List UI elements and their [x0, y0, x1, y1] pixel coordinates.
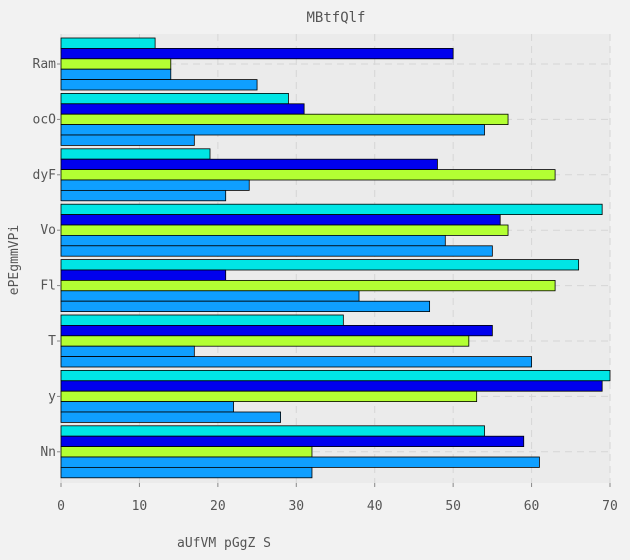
bar-Nn-2 — [60, 435, 525, 448]
y-axis-label: ePEgmmVPi — [7, 225, 22, 295]
bar-Vo-2 — [60, 214, 501, 226]
x-tick-label: 40 — [367, 499, 383, 514]
x-tick-label: 60 — [524, 499, 540, 514]
x-axis-label: aUfVM pGgZ S — [177, 536, 271, 551]
bar-ocO-5 — [60, 134, 195, 146]
bar-T-5 — [60, 356, 532, 368]
x-tick-label: 10 — [132, 499, 148, 514]
bar-Fl-5 — [60, 300, 431, 313]
bar-y-4 — [60, 401, 234, 413]
y-tick-label: Ram — [33, 57, 57, 72]
x-tick-label: 30 — [288, 499, 304, 514]
bar-T-3 — [60, 335, 470, 347]
bar-Ram-4 — [60, 68, 172, 80]
bar-dyF-4 — [60, 179, 250, 191]
bar-Nn-5 — [60, 466, 313, 479]
bar-dyF-2 — [60, 158, 438, 170]
bar-Ram-2 — [60, 48, 454, 60]
x-tick-label: 20 — [210, 499, 226, 514]
bar-dyF-1 — [60, 148, 211, 160]
y-tick-label: dyF — [33, 168, 57, 183]
bar-Vo-4 — [60, 234, 446, 247]
bar-Nn-4 — [60, 456, 540, 468]
bar-y-2 — [60, 380, 603, 392]
bar-T-2 — [60, 324, 493, 337]
x-tick-label: 70 — [602, 499, 618, 514]
bar-Fl-2 — [60, 269, 227, 281]
chart-title: MBtfQlf — [306, 10, 365, 26]
bar-Fl-4 — [60, 290, 360, 302]
y-tick-label: y — [48, 389, 56, 404]
bar-y-5 — [60, 411, 282, 423]
bar-dyF-3 — [60, 169, 556, 181]
bar-y-3 — [60, 390, 478, 403]
bar-Vo-3 — [60, 224, 509, 236]
bar-T-4 — [60, 345, 195, 358]
bar-Vo-1 — [60, 203, 603, 215]
bar-Fl-3 — [60, 279, 556, 292]
bar-Ram-1 — [60, 37, 156, 49]
bar-Nn-1 — [60, 425, 485, 437]
bar-Fl-1 — [60, 259, 580, 271]
bar-y-1 — [60, 369, 611, 382]
bar-ocO-1 — [60, 93, 289, 105]
y-tick-label: Vo — [40, 223, 56, 238]
x-tick-labels: 0 10 20 30 40 50 60 70 — [57, 483, 618, 514]
bars-group — [60, 37, 611, 479]
bar-ocO-3 — [60, 113, 509, 125]
bar-Nn-3 — [60, 446, 313, 458]
bar-T-1 — [60, 314, 344, 326]
x-tick-label: 50 — [445, 499, 461, 514]
bar-ocO-4 — [60, 124, 485, 136]
y-tick-label: Nn — [40, 445, 56, 460]
bar-dyF-5 — [60, 189, 227, 202]
bar-Vo-5 — [60, 245, 493, 257]
y-tick-labels: Ram ocO dyF Vo Fl Ty Nn — [33, 57, 61, 460]
bar-ocO-2 — [60, 103, 305, 115]
bar-Ram-3 — [60, 58, 172, 70]
y-tick-label: T — [48, 334, 56, 349]
y-tick-label: ocO — [33, 112, 57, 127]
bar-Ram-5 — [60, 79, 258, 91]
x-tick-label: 0 — [57, 499, 65, 514]
y-tick-label: Fl — [40, 279, 56, 294]
